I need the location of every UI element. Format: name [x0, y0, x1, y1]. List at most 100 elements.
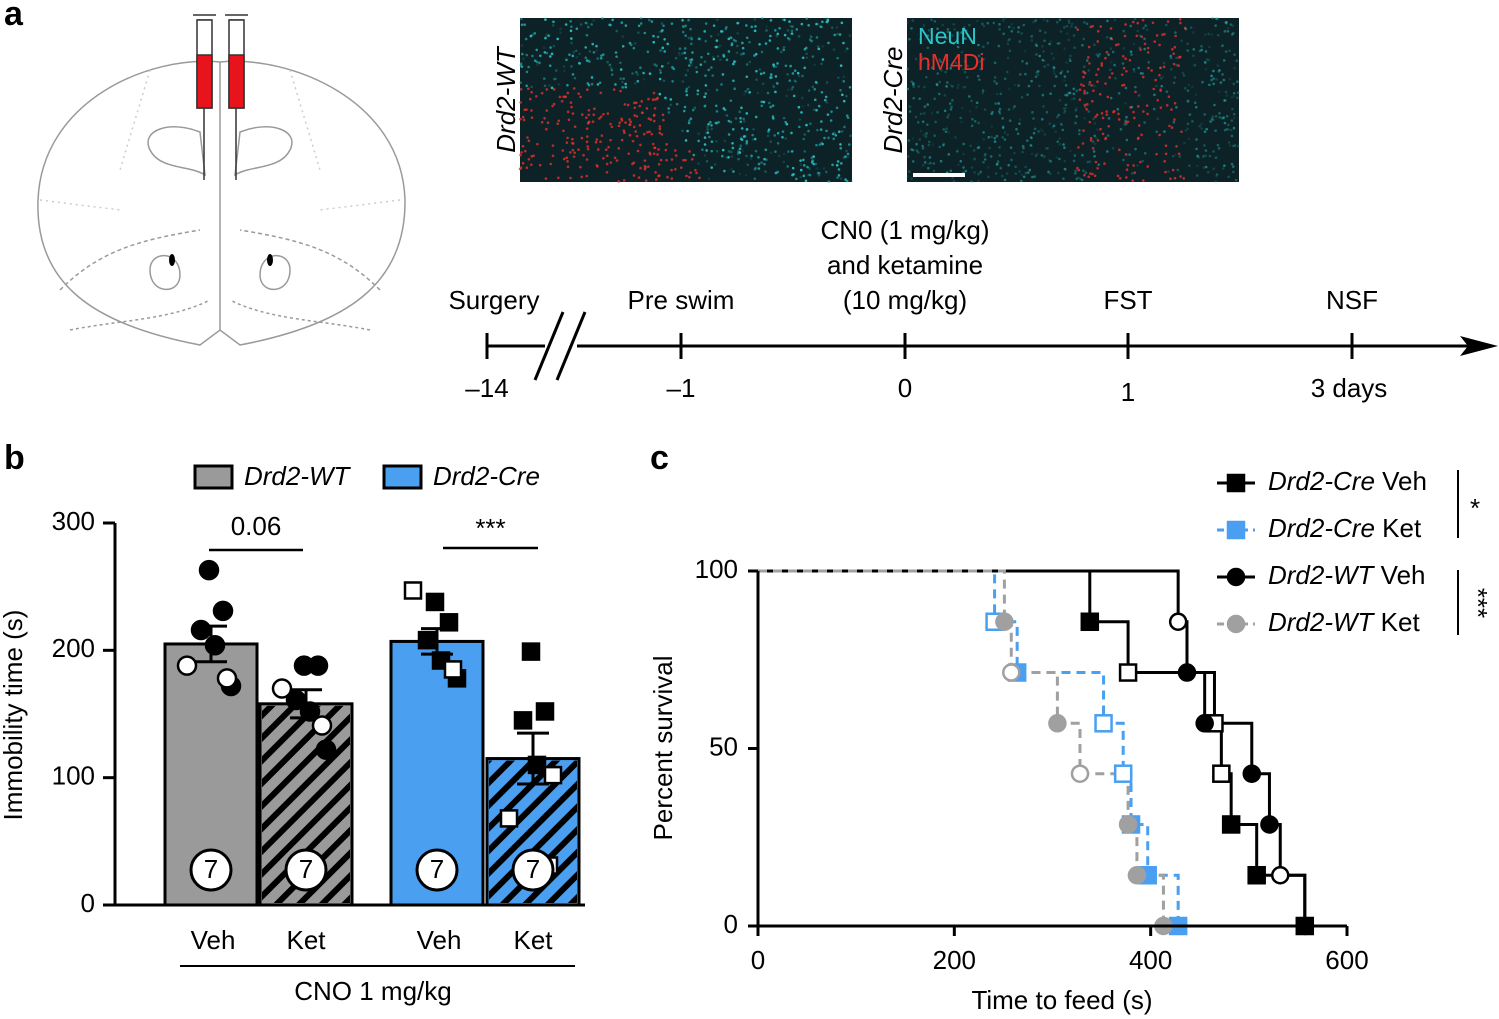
cell — [739, 135, 743, 139]
cell — [1227, 175, 1231, 179]
cell — [1136, 105, 1140, 108]
cell — [706, 52, 710, 56]
cell — [1065, 24, 1069, 28]
cell — [1125, 176, 1128, 179]
cell — [972, 149, 976, 152]
cell — [990, 112, 993, 116]
channel-label: NeuN — [918, 23, 977, 49]
cell — [717, 120, 720, 124]
cell — [1075, 89, 1079, 93]
cell — [1064, 106, 1068, 110]
cell — [1230, 128, 1233, 132]
cell — [689, 171, 692, 174]
cell — [965, 29, 968, 33]
cell — [956, 45, 960, 49]
cell — [1021, 150, 1024, 154]
cell — [566, 83, 569, 87]
n-circle — [415, 848, 459, 892]
cell — [578, 61, 581, 65]
cell — [697, 139, 700, 143]
cell — [1050, 52, 1053, 55]
cell — [649, 118, 653, 121]
cell — [1186, 99, 1189, 103]
cell — [945, 127, 948, 131]
cell — [1154, 78, 1157, 82]
cell — [654, 171, 657, 174]
cell — [737, 21, 740, 25]
cell — [830, 26, 834, 29]
cell — [1146, 112, 1149, 116]
cell — [727, 50, 731, 53]
cell — [753, 29, 757, 33]
data-point — [425, 592, 445, 612]
cell — [660, 133, 664, 136]
cell — [577, 92, 581, 95]
cell — [1222, 99, 1226, 102]
cell — [1165, 90, 1169, 93]
cell — [1211, 115, 1215, 119]
cell — [559, 31, 562, 34]
cell — [740, 138, 744, 142]
cell — [973, 171, 976, 174]
cell — [995, 162, 999, 166]
cell — [1222, 59, 1226, 62]
cell — [768, 39, 772, 42]
cell — [1089, 172, 1092, 175]
cell — [682, 158, 685, 162]
cell — [610, 68, 614, 72]
cell — [722, 53, 725, 57]
cell — [776, 141, 780, 145]
cell — [639, 143, 642, 147]
cell — [998, 27, 1001, 31]
cell — [814, 162, 818, 166]
cell — [741, 149, 745, 153]
cell — [996, 160, 1000, 163]
cell — [932, 169, 936, 173]
cell — [551, 24, 555, 27]
cell — [602, 112, 605, 116]
cell — [707, 122, 710, 126]
cell — [725, 26, 728, 29]
cell — [1063, 168, 1067, 171]
cell — [776, 131, 780, 135]
cell — [846, 116, 850, 120]
cell — [544, 177, 548, 180]
cell — [797, 74, 801, 78]
cell — [732, 79, 735, 83]
cell — [544, 36, 547, 40]
cell — [684, 34, 687, 37]
cell — [918, 138, 922, 141]
cell — [670, 158, 674, 161]
cell — [951, 34, 954, 37]
cell — [1178, 155, 1182, 158]
cell — [962, 37, 966, 40]
cell — [1234, 178, 1238, 182]
cell — [519, 153, 522, 157]
cell — [1095, 113, 1099, 117]
cell — [715, 45, 719, 49]
cell — [1153, 93, 1156, 97]
cell — [1192, 54, 1195, 58]
marker — [1118, 663, 1138, 682]
cell — [1161, 33, 1164, 36]
cell — [1040, 154, 1044, 157]
cell — [631, 72, 634, 75]
cell — [821, 20, 824, 24]
cell — [1203, 61, 1207, 64]
cell — [1133, 171, 1137, 175]
cell — [1145, 28, 1149, 32]
cell — [1033, 175, 1036, 178]
cell — [1177, 64, 1180, 67]
cell — [1155, 130, 1158, 133]
cell — [939, 60, 942, 63]
cell — [1216, 64, 1220, 67]
cell — [615, 159, 619, 162]
cell — [1218, 116, 1222, 119]
cell — [808, 167, 811, 170]
cell — [922, 112, 926, 115]
cell — [980, 60, 984, 63]
cell — [1170, 108, 1173, 111]
cell — [736, 21, 739, 25]
cell — [1223, 128, 1227, 132]
cell — [1083, 89, 1086, 93]
